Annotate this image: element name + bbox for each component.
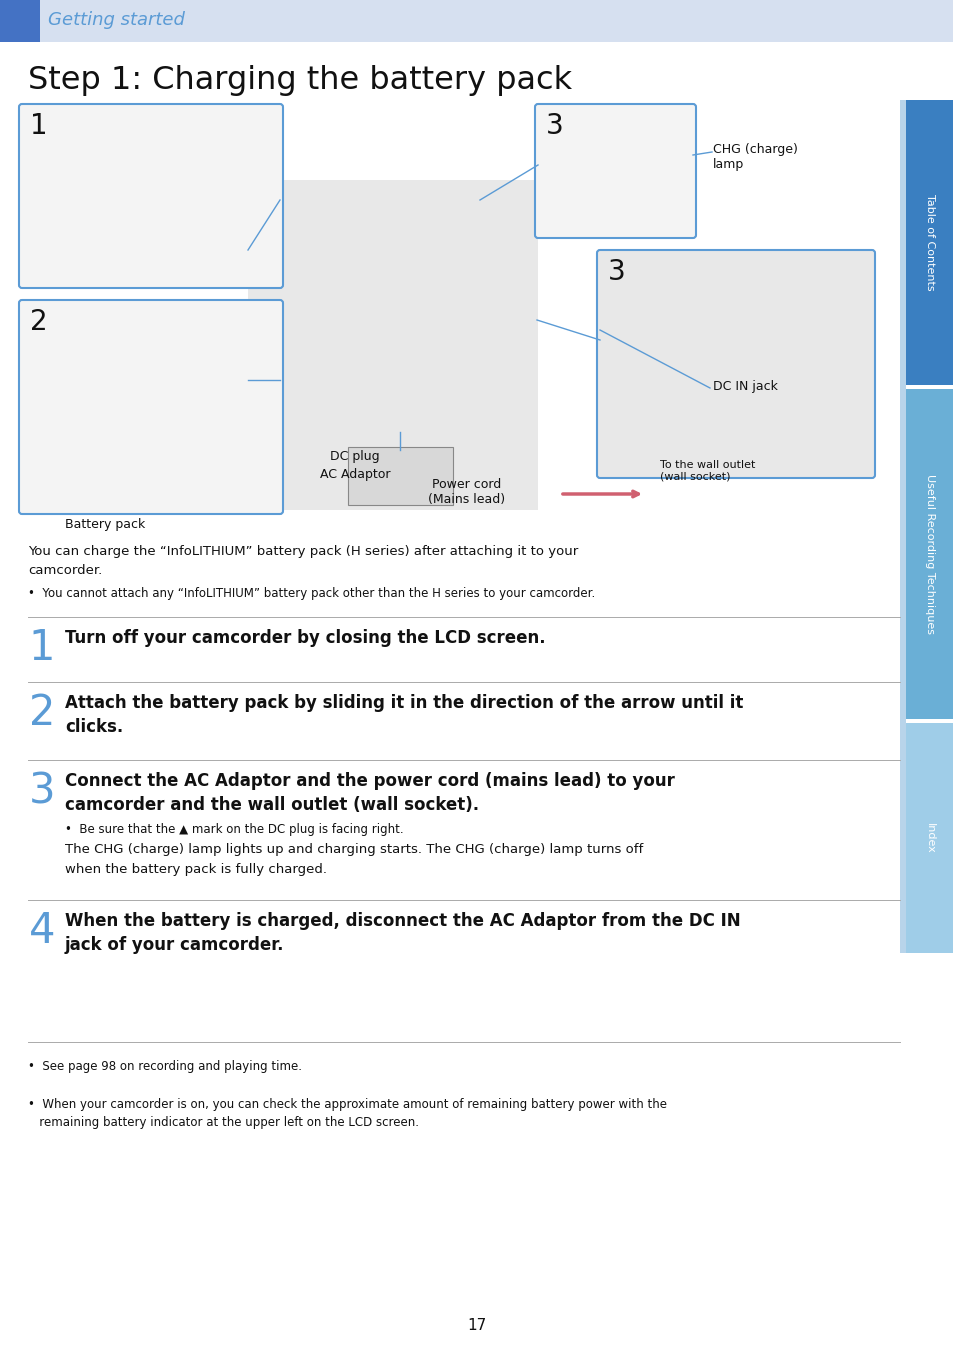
Bar (899, 100, 905, 953)
Text: DC IN jack: DC IN jack (712, 380, 777, 394)
Text: 3: 3 (545, 113, 563, 140)
Text: DC plug: DC plug (330, 451, 379, 463)
Bar (905, 389, 953, 719)
Text: Power cord
(Mains lead): Power cord (Mains lead) (428, 478, 505, 506)
Text: 2: 2 (29, 692, 55, 734)
FancyBboxPatch shape (535, 104, 696, 237)
Text: The CHG (charge) lamp lights up and charging starts. The CHG (charge) lamp turns: The CHG (charge) lamp lights up and char… (65, 843, 642, 856)
Text: To the wall outlet
(wall socket): To the wall outlet (wall socket) (659, 460, 755, 482)
Text: Useful Recording Techniques: Useful Recording Techniques (924, 474, 934, 634)
Text: 4: 4 (29, 911, 55, 953)
Text: •  See page 98 on recording and playing time.: • See page 98 on recording and playing t… (28, 1060, 302, 1073)
Bar (248, 180, 537, 510)
Text: Connect the AC Adaptor and the power cord (mains lead) to your
camcorder and the: Connect the AC Adaptor and the power cor… (65, 772, 674, 814)
Text: Getting started: Getting started (48, 11, 185, 28)
Text: 17: 17 (467, 1318, 486, 1333)
FancyBboxPatch shape (597, 250, 874, 478)
Text: •  When your camcorder is on, you can check the approximate amount of remaining : • When your camcorder is on, you can che… (28, 1098, 666, 1129)
Text: Table of Contents: Table of Contents (924, 194, 934, 290)
Text: •  You cannot attach any “InfoLITHIUM” battery pack other than the H series to y: • You cannot attach any “InfoLITHIUM” ba… (28, 588, 595, 600)
Text: AC Adaptor: AC Adaptor (319, 468, 390, 480)
Text: Index: Index (924, 822, 934, 854)
Bar (348, 446, 453, 505)
Text: Turn off your camcorder by closing the LCD screen.: Turn off your camcorder by closing the L… (65, 630, 545, 647)
Bar (0, 0, 953, 42)
Text: 3: 3 (607, 258, 625, 286)
Text: CHG (charge)
lamp: CHG (charge) lamp (712, 142, 797, 171)
FancyBboxPatch shape (19, 104, 283, 288)
Text: 1: 1 (29, 627, 55, 669)
Bar (905, 100, 953, 385)
Text: Step 1: Charging the battery pack: Step 1: Charging the battery pack (28, 65, 572, 95)
Text: When the battery is charged, disconnect the AC Adaptor from the DC IN
jack of yo: When the battery is charged, disconnect … (65, 912, 740, 954)
Text: Battery pack: Battery pack (65, 518, 145, 531)
Text: •  Be sure that the ▲ mark on the DC plug is facing right.: • Be sure that the ▲ mark on the DC plug… (65, 822, 403, 836)
Text: Attach the battery pack by sliding it in the direction of the arrow until it
cli: Attach the battery pack by sliding it in… (65, 693, 742, 735)
Text: 2: 2 (30, 308, 48, 337)
Text: 3: 3 (29, 769, 55, 811)
FancyBboxPatch shape (19, 300, 283, 514)
Text: when the battery pack is fully charged.: when the battery pack is fully charged. (65, 863, 327, 877)
Text: You can charge the “InfoLITHIUM” battery pack (H series) after attaching it to y: You can charge the “InfoLITHIUM” battery… (28, 546, 578, 577)
Text: 1: 1 (30, 113, 48, 140)
Bar (905, 723, 953, 953)
Bar (0, 0, 40, 42)
